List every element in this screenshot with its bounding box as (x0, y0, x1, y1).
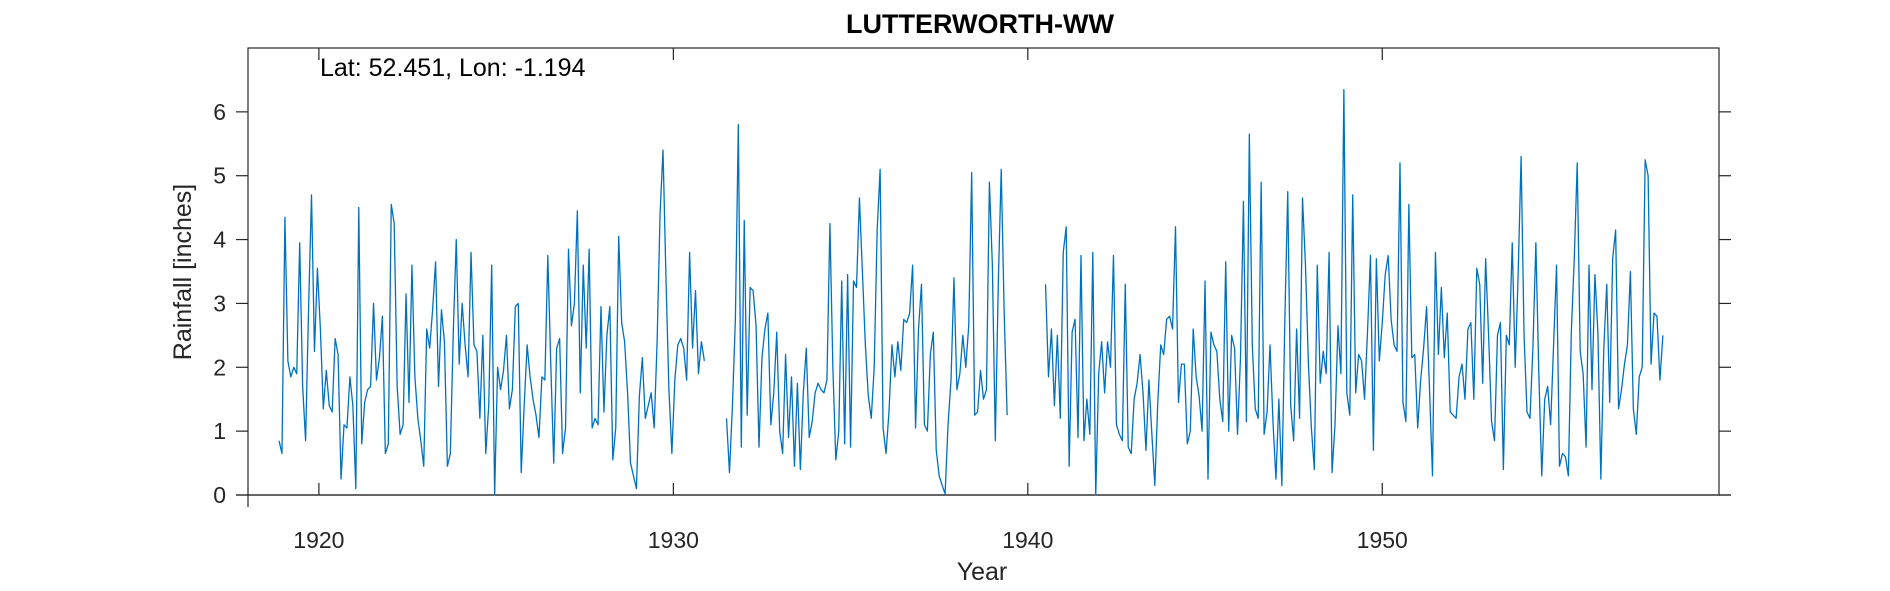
y-tick-label: 5 (213, 163, 226, 189)
rainfall-series-line (1044, 88, 1664, 496)
y-tick-label: 3 (213, 290, 226, 316)
y-axis-title: Rainfall [inches] (169, 184, 197, 360)
x-axis-title: Year (957, 558, 1008, 586)
series-group (278, 88, 1664, 496)
rainfall-series-line (278, 149, 706, 496)
y-tick-label: 2 (213, 354, 226, 380)
location-annotation: Lat: 52.451, Lon: -1.194 (320, 54, 586, 82)
plot-box (247, 47, 1720, 496)
y-tick-label: 6 (213, 99, 226, 125)
y-tick-label: 1 (213, 418, 226, 444)
y-tick-label: 4 (213, 227, 226, 253)
x-tick-label: 1940 (1002, 527, 1053, 553)
y-tick-label: 0 (213, 482, 226, 508)
chart-title: LUTTERWORTH-WW (846, 9, 1114, 39)
axes: 1920 1930 1940 1950 0 1 2 3 4 5 6 (213, 47, 1731, 553)
x-tick-label: 1920 (293, 527, 344, 553)
x-tick-label: 1950 (1357, 527, 1408, 553)
rainfall-series-line (725, 123, 1008, 495)
x-tick-label: 1930 (648, 527, 699, 553)
